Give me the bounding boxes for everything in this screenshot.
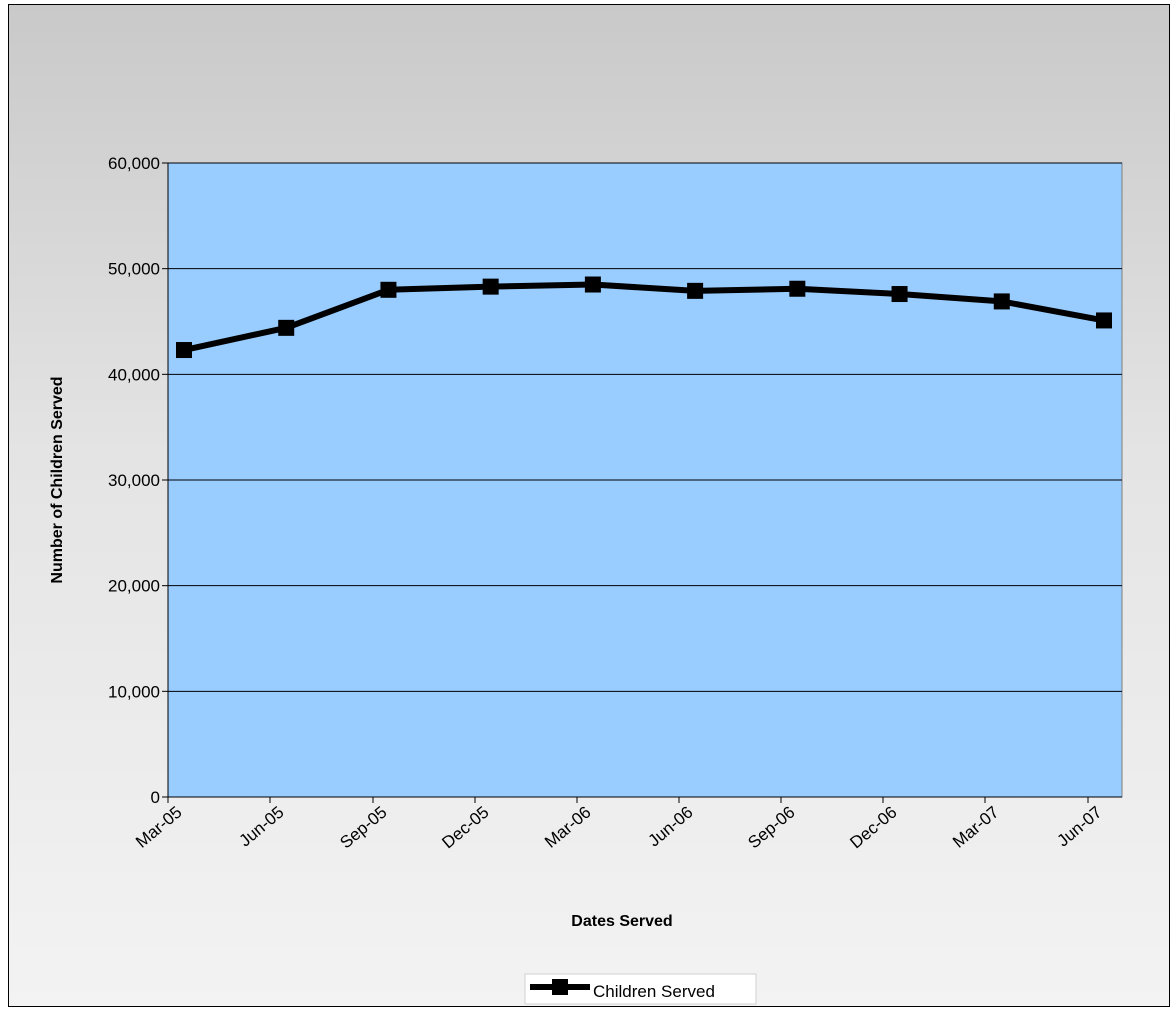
x-tick-label: Mar-06 xyxy=(541,803,594,852)
legend-square-marker xyxy=(552,979,568,995)
data-point xyxy=(380,281,397,298)
x-tick-label: Jun-05 xyxy=(236,803,288,851)
data-point xyxy=(176,342,192,359)
y-tick-label: 40,000 xyxy=(108,365,160,384)
data-point xyxy=(482,278,499,295)
x-tick-label: Mar-05 xyxy=(132,803,185,852)
data-point xyxy=(278,319,295,336)
data-point xyxy=(993,293,1010,310)
y-tick-label: 30,000 xyxy=(108,471,160,490)
x-tick-label: Sep-05 xyxy=(336,803,390,853)
x-tick-label: Jun-07 xyxy=(1054,803,1106,851)
gridlines xyxy=(168,162,1122,692)
data-point xyxy=(789,280,806,297)
legend: Children Served xyxy=(524,973,757,1005)
y-axis-title: Number of Children Served xyxy=(49,376,66,583)
data-point xyxy=(584,276,601,293)
y-tick-label: 20,000 xyxy=(108,577,160,596)
y-tick-label: 0 xyxy=(151,788,160,807)
x-tick-label: Mar-07 xyxy=(949,803,1002,852)
series-line xyxy=(183,281,1105,353)
x-tick-label: Dec-05 xyxy=(438,803,492,853)
x-axis-title: Dates Served xyxy=(571,913,672,930)
x-tick-label: Sep-06 xyxy=(744,803,798,853)
legend-label: Children Served xyxy=(593,982,715,1001)
data-point xyxy=(687,282,704,299)
y-tick-label: 50,000 xyxy=(108,260,160,279)
y-tick-label: 10,000 xyxy=(108,682,160,701)
x-tick-label: Dec-06 xyxy=(846,803,900,853)
x-tick-label: Jun-06 xyxy=(645,803,697,851)
x-axis-ticks: Mar-05 Jun-05 Sep-05 Dec-05 Mar-06 Jun-06 Sep-… xyxy=(132,797,1106,853)
series-children-served xyxy=(176,276,1112,359)
y-tick-label: 60,000 xyxy=(108,154,160,173)
data-point xyxy=(891,286,908,303)
y-axis-ticks: 0 10,000 20,000 30,000 40,000 50,000 60,000 xyxy=(108,154,168,807)
data-point xyxy=(1096,312,1112,329)
